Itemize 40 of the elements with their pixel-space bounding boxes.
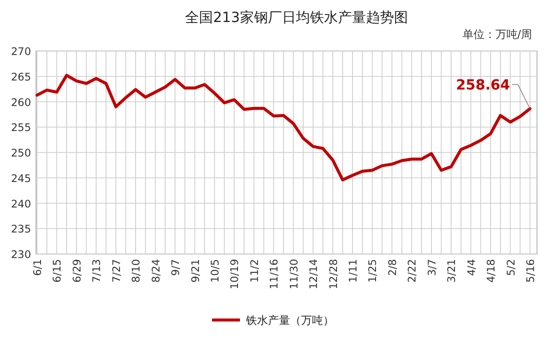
y-tick-label: 255: [10, 122, 31, 134]
x-tick-label: 3/7: [426, 259, 438, 276]
x-tick-label: 1/11: [348, 259, 360, 283]
x-tick-label: 11/16: [268, 258, 281, 290]
x-tick-label: 8/10: [130, 259, 143, 283]
x-tick-label: 12/14: [308, 258, 320, 290]
x-tick-label: 7/13: [91, 259, 104, 283]
text: 单位：万吨/周: [462, 28, 532, 41]
x-tick-label: 11/30: [288, 259, 300, 290]
y-tick-label: 235: [10, 224, 31, 236]
y-tick-label: 245: [10, 172, 31, 185]
x-tick-label: 4/4: [466, 258, 478, 276]
x-tick-label: 5/16: [525, 258, 537, 283]
annotation: 258.64: [456, 78, 510, 94]
x-tick-label: 5/2: [505, 259, 518, 276]
legend-label: 铁水产量（万吨）: [245, 314, 334, 327]
x-tick-label: 1/25: [367, 259, 380, 283]
y-tick-label: 250: [10, 148, 31, 160]
x-tick-label: 10/19: [229, 259, 242, 290]
x-tick-label: 3/21: [446, 259, 458, 283]
x-tick-label: 7/27: [110, 259, 123, 283]
x-tick-label: 2/8: [386, 259, 399, 276]
x-tick-label: 11/2: [248, 259, 261, 283]
x-tick-label: 8/24: [150, 258, 162, 283]
y-tick-label: 240: [10, 198, 31, 210]
y-tick-label: 260: [10, 96, 31, 109]
x-tick-label: 6/29: [71, 259, 84, 283]
x-tick-label: 9/7: [170, 259, 182, 276]
x-tick-label: 6/15: [52, 259, 64, 283]
x-tick-label: 12/28: [328, 259, 340, 290]
y-tick-label: 230: [10, 249, 31, 261]
x-tick-label: 2/22: [406, 259, 419, 283]
x-tick-label: 6/1: [32, 259, 44, 276]
chart-title: 全国213家钢厂日均铁水产量趋势图: [185, 10, 408, 26]
y-tick-label: 270: [10, 46, 31, 58]
x-tick-label: 10/5: [209, 259, 222, 283]
x-tick-label: 4/18: [486, 259, 498, 283]
y-tick-label: 265: [10, 71, 31, 84]
x-tick-label: 9/21: [190, 259, 202, 283]
line-series: [36, 74, 532, 182]
